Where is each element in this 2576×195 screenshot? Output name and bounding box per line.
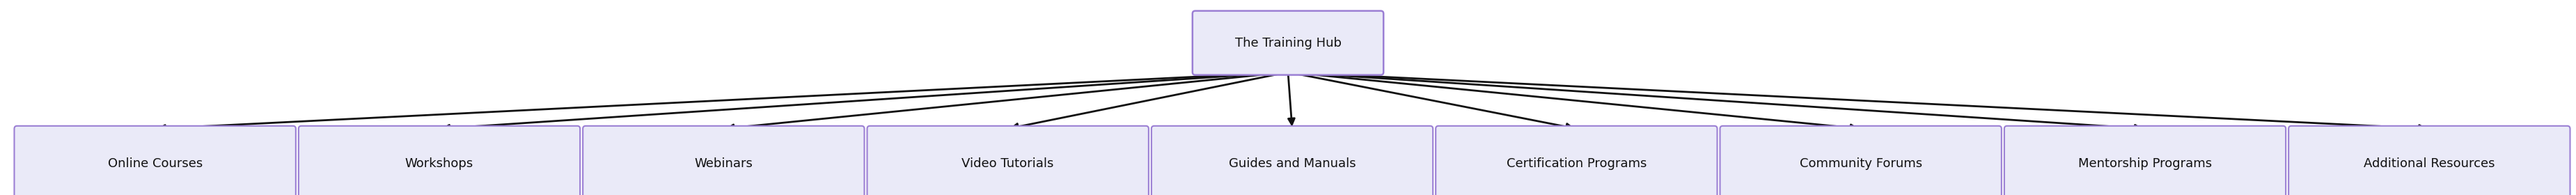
Text: The Training Hub: The Training Hub: [1234, 37, 1342, 49]
FancyBboxPatch shape: [2004, 126, 2285, 195]
Text: Additional Resources: Additional Resources: [2365, 158, 2496, 170]
Text: Webinars: Webinars: [696, 158, 752, 170]
FancyBboxPatch shape: [2287, 126, 2571, 195]
Text: Online Courses: Online Courses: [108, 158, 204, 170]
FancyBboxPatch shape: [1435, 126, 1718, 195]
Text: Community Forums: Community Forums: [1801, 158, 1922, 170]
Text: Video Tutorials: Video Tutorials: [961, 158, 1054, 170]
Text: Certification Programs: Certification Programs: [1507, 158, 1646, 170]
FancyBboxPatch shape: [15, 126, 296, 195]
FancyBboxPatch shape: [868, 126, 1149, 195]
Text: Mentorship Programs: Mentorship Programs: [2079, 158, 2213, 170]
FancyBboxPatch shape: [1721, 126, 2002, 195]
Text: Guides and Manuals: Guides and Manuals: [1229, 158, 1355, 170]
FancyBboxPatch shape: [1151, 126, 1432, 195]
Text: Workshops: Workshops: [404, 158, 474, 170]
FancyBboxPatch shape: [582, 126, 866, 195]
FancyBboxPatch shape: [299, 126, 580, 195]
FancyBboxPatch shape: [1193, 11, 1383, 75]
